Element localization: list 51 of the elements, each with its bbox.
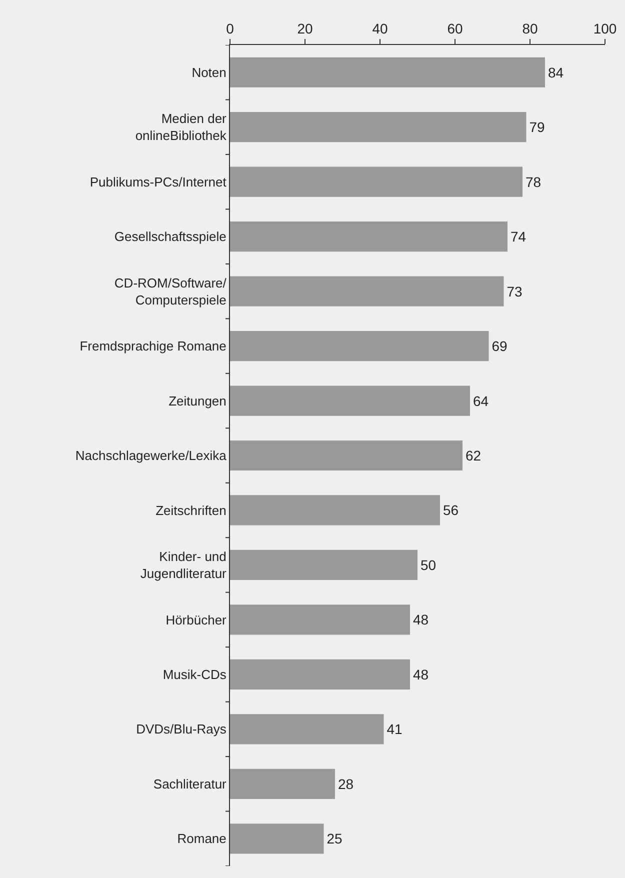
y-tick-label: CD-ROM/Software/Computerspiele xyxy=(114,275,227,308)
bar xyxy=(230,604,410,635)
y-tick-label: Sachliteratur xyxy=(153,776,228,792)
y-tick-label: Zeitschriften xyxy=(156,502,226,518)
bar xyxy=(230,330,489,362)
data-label: 78 xyxy=(526,174,542,190)
data-label: 73 xyxy=(506,283,523,300)
data-label: 79 xyxy=(529,119,546,136)
bar xyxy=(230,495,440,526)
bar xyxy=(230,824,324,854)
data-label: 56 xyxy=(443,502,459,518)
data-label: 74 xyxy=(510,228,526,245)
bar xyxy=(230,57,545,88)
bar xyxy=(230,112,526,142)
data-label: 48 xyxy=(413,612,429,628)
y-tick-label: Musik-CDs xyxy=(162,666,227,682)
bar xyxy=(230,166,522,197)
y-tick-label: Nachschlagewerke/Lexika xyxy=(75,448,228,464)
y-tick-label: Fremdsprachige Romane xyxy=(80,338,226,354)
y-tick-label: Hörbücher xyxy=(166,612,228,628)
data-label: 84 xyxy=(548,64,564,80)
data-label: 41 xyxy=(386,721,403,738)
x-tick-label: 100 xyxy=(593,20,617,36)
bar xyxy=(230,768,335,799)
data-label: 48 xyxy=(413,666,429,682)
bar xyxy=(230,440,462,471)
data-label: 62 xyxy=(466,448,482,464)
y-tick-label: Noten xyxy=(192,64,226,80)
y-tick-label: Medien der onlineBibliothek xyxy=(135,111,228,144)
data-label: 69 xyxy=(492,338,508,354)
data-label: 28 xyxy=(338,776,354,792)
data-label: 64 xyxy=(473,392,489,409)
bar xyxy=(230,276,504,306)
bar xyxy=(230,714,384,744)
y-tick-label: Kinder- und Jugendliteratur xyxy=(140,549,228,581)
x-tick-label: 0 xyxy=(226,20,234,36)
y-tick-label: Gesellschaftsspiele xyxy=(114,229,226,244)
x-tick-label: 80 xyxy=(522,20,538,36)
data-label: 50 xyxy=(420,556,436,573)
bar xyxy=(230,386,470,416)
data-label: 25 xyxy=(326,830,343,847)
y-tick-label: DVDs/Blu-Rays xyxy=(136,722,227,737)
x-tick-label: 60 xyxy=(447,20,463,36)
bar xyxy=(230,659,410,690)
x-tick-label: 20 xyxy=(297,20,313,36)
x-tick-label: 40 xyxy=(372,20,388,36)
bar xyxy=(230,222,508,252)
y-tick-label: Zeitungen xyxy=(168,393,226,408)
y-tick-label: Publikums-PCs/Internet xyxy=(90,174,227,190)
y-tick-label: Romane xyxy=(177,831,226,846)
bar xyxy=(230,550,418,580)
